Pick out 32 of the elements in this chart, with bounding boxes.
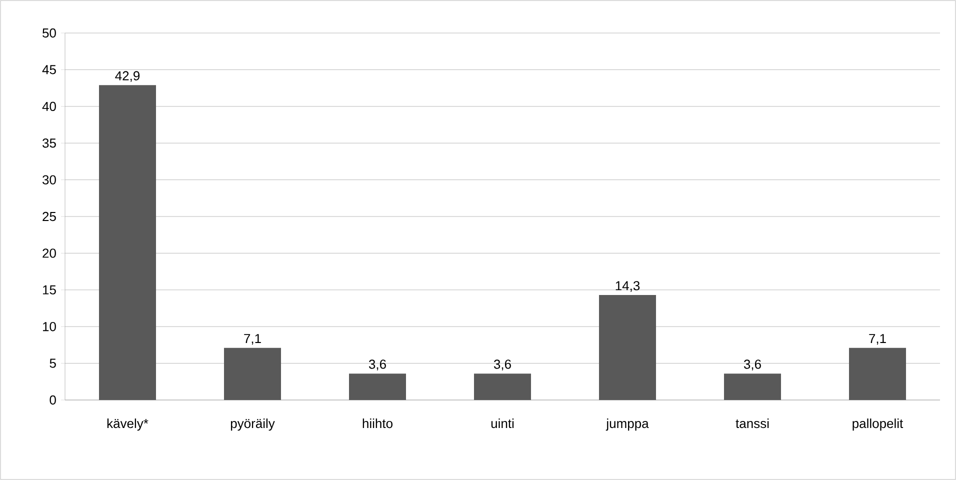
bar [724, 374, 782, 400]
data-label: 7,1 [244, 334, 261, 345]
bar [849, 348, 906, 400]
x-tick-label: pyöräily [230, 418, 275, 431]
x-tick-label: uinti [491, 418, 514, 428]
x-tick-label: hiihto [362, 418, 392, 428]
data-label: 3,6 [368, 360, 386, 370]
y-tick-label: 10 [42, 322, 56, 332]
x-tick-label: tanssi [736, 418, 769, 428]
y-tick-label: 15 [42, 285, 56, 294]
y-tick-label: 45 [42, 65, 56, 74]
y-tick-label: 20 [42, 248, 56, 258]
y-tick-label: 50 [42, 28, 56, 38]
y-tick-label: 30 [42, 175, 56, 184]
x-tick-label: pallopelit [852, 418, 904, 431]
bar [349, 374, 406, 400]
y-tick-label: 35 [42, 138, 56, 148]
y-tick-label: 40 [42, 102, 56, 111]
bar [599, 295, 656, 400]
y-tick-label: 0 [50, 395, 56, 405]
data-label: 3,6 [744, 360, 761, 370]
data-label: 3,6 [494, 360, 511, 370]
bar [99, 85, 156, 400]
y-tick-label: 25 [42, 212, 56, 222]
data-label: 7,1 [869, 334, 886, 345]
y-tick-label: 5 [50, 358, 56, 368]
data-label: 42,9 [115, 71, 140, 82]
data-label: 14,3 [616, 281, 640, 292]
x-tick-label: jumppa [606, 418, 649, 431]
bar [224, 348, 282, 400]
bar [474, 374, 532, 400]
x-tick-label: kävely* [107, 418, 148, 431]
